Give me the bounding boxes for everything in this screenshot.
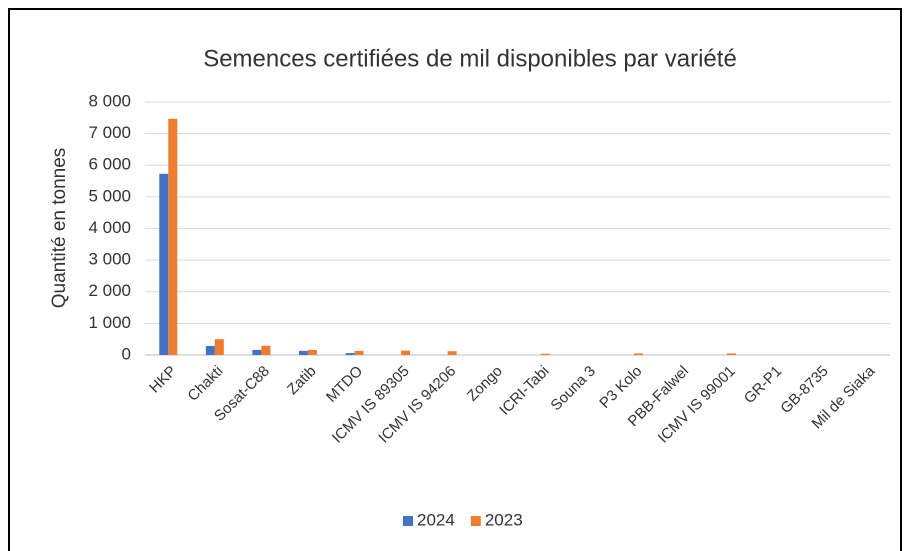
bar — [354, 350, 364, 355]
bar — [298, 350, 308, 355]
y-tick-label: 8 000 — [88, 91, 131, 110]
legend-swatch — [470, 516, 481, 526]
bar — [727, 353, 737, 355]
chart-title: Semences certifiées de mil disponibles p… — [203, 45, 737, 72]
chart-border — [8, 8, 902, 551]
bar — [345, 353, 355, 355]
bar — [159, 173, 169, 355]
bar — [401, 350, 411, 355]
bar — [447, 351, 457, 355]
bar — [205, 345, 215, 355]
y-tick-label: 3 000 — [88, 250, 131, 269]
legend-label: 2023 — [485, 510, 523, 529]
y-tick-label: 1 000 — [88, 313, 131, 332]
y-axis-label: Quantité en tonnes — [49, 148, 70, 309]
legend-label: 2024 — [417, 510, 455, 529]
y-tick-label: 6 000 — [88, 155, 131, 174]
bar — [261, 345, 271, 355]
bar — [214, 339, 224, 355]
y-tick-label: 4 000 — [88, 218, 131, 237]
bar — [252, 349, 262, 355]
y-tick-label: 0 — [122, 344, 131, 363]
y-tick-label: 2 000 — [88, 281, 131, 300]
y-tick-label: 5 000 — [88, 186, 131, 205]
bar — [633, 353, 643, 355]
bar — [540, 353, 550, 355]
bar — [307, 349, 317, 355]
bar — [168, 118, 178, 355]
y-tick-label: 7 000 — [88, 123, 131, 142]
legend-swatch — [403, 516, 413, 526]
